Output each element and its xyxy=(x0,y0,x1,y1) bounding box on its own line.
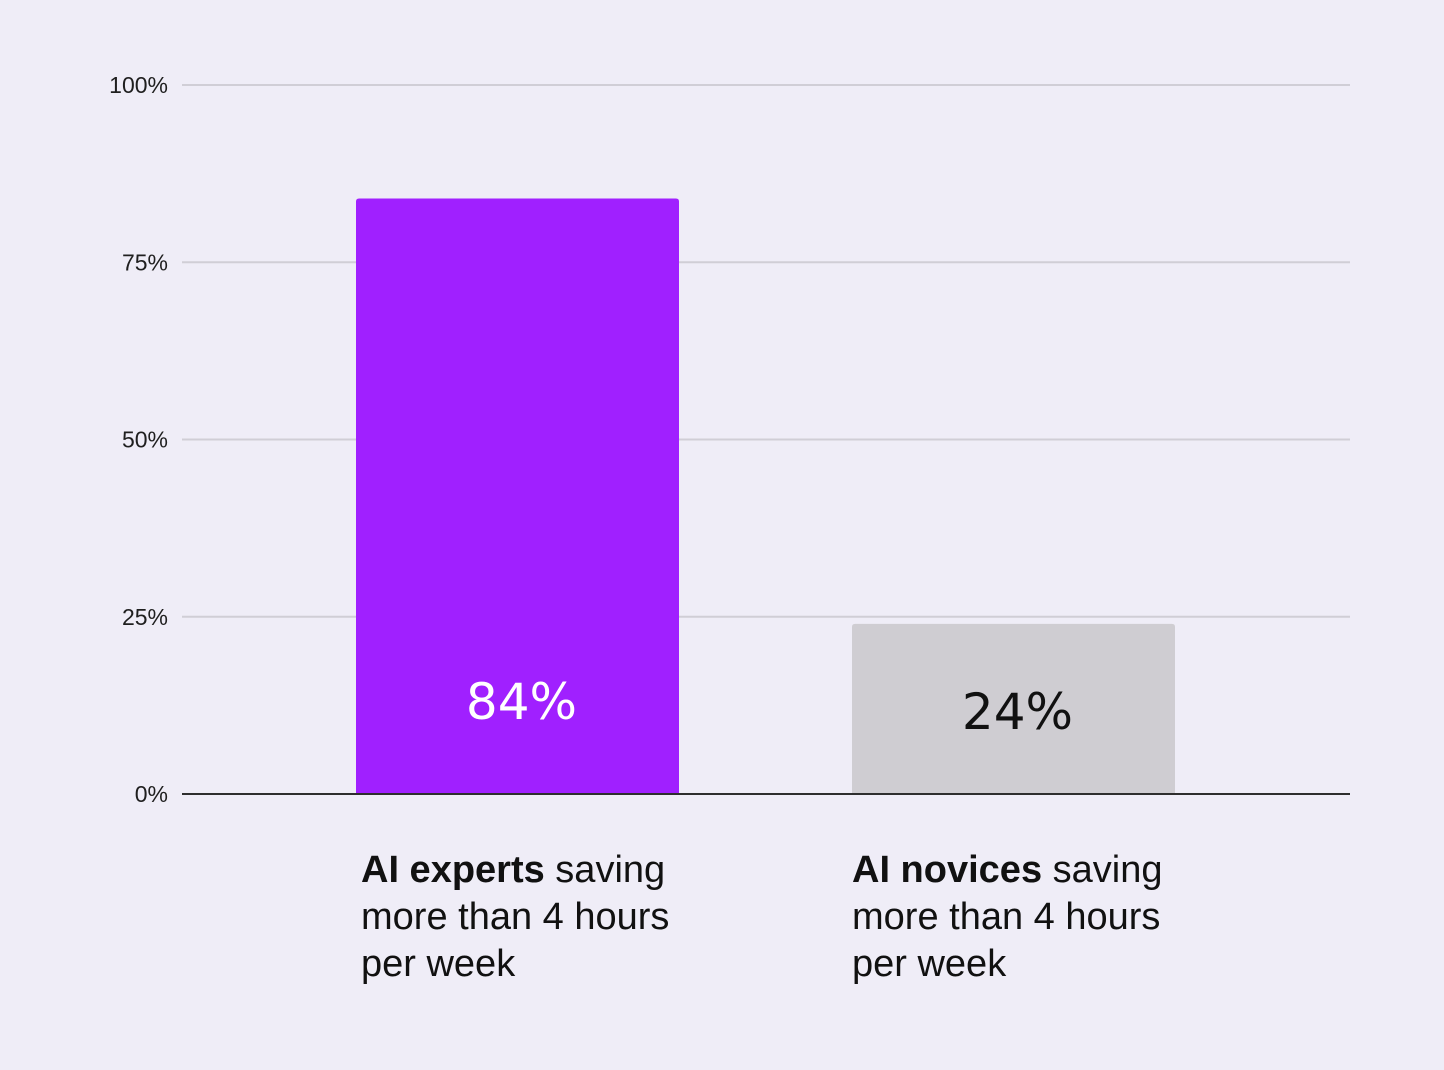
category-label-ai-experts: AI experts saving more than 4 hours per … xyxy=(361,847,741,988)
category-label-text: saving xyxy=(1042,849,1163,891)
category-label-text: saving xyxy=(544,849,666,891)
category-label-text: per week xyxy=(361,943,516,985)
y-tick-label: 75% xyxy=(122,249,168,275)
bar-value-labels: 84% 24% xyxy=(466,673,1073,741)
y-tick-label: 50% xyxy=(122,427,168,453)
bar-0 xyxy=(356,198,679,794)
category-label-ai-novices: AI novices saving more than 4 hours per … xyxy=(852,847,1232,988)
y-tick-label: 0% xyxy=(135,781,168,807)
category-label-text: per week xyxy=(852,943,1007,985)
category-label-text: more than 4 hours xyxy=(852,896,1161,938)
bar-value-label: 24% xyxy=(962,683,1073,741)
bars xyxy=(356,198,1175,794)
bar-value-label: 84% xyxy=(466,673,577,731)
bar-1 xyxy=(852,623,1175,794)
category-label-bold: AI novices xyxy=(852,849,1043,891)
category-label-text: more than 4 hours xyxy=(361,896,670,938)
y-tick-label: 100% xyxy=(109,72,168,98)
y-axis-tick-labels: 0% 25% 50% 75% 100% xyxy=(109,72,168,807)
y-tick-label: 25% xyxy=(122,604,168,630)
category-label-bold: AI experts xyxy=(361,849,545,891)
